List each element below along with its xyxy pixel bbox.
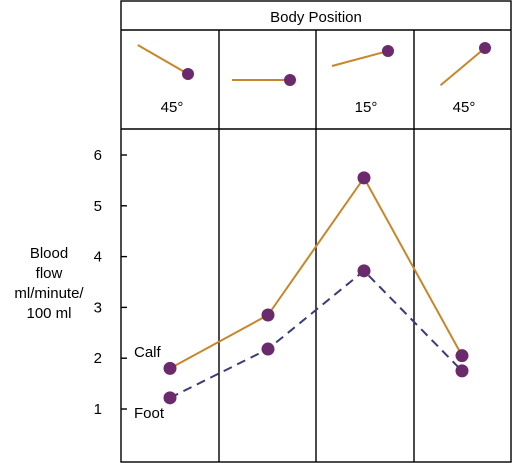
position-angle-label: 45° [161,99,184,116]
y-tick-label: 6 [94,147,102,164]
y-axis-label-line: flow [36,265,63,282]
position-angle-label: 15° [355,99,378,116]
position-angle-label: 45° [453,99,476,116]
data-point-calf [455,349,469,363]
data-point-calf [261,308,275,322]
y-axis-label: Blood flow ml/minute/100 ml [14,245,84,322]
series-foot [163,264,469,405]
body-position-icons: 45° 15° 45° [137,42,491,116]
series-label-foot: Foot [134,405,165,422]
data-point-foot [163,391,177,405]
position-icon-3: 15° [331,45,394,116]
position-icon-4: 45° [439,42,491,116]
position-icon-2 [232,74,296,86]
position-limb-line [137,44,189,75]
series-line-calf [169,175,463,370]
series-calf [163,171,469,375]
y-tick-label: 4 [94,249,102,266]
position-dot [382,45,394,57]
position-dot [479,42,491,54]
data-point-foot [261,342,275,356]
y-tick-label: 3 [94,299,102,316]
data-point-foot [455,364,469,378]
header-title: Body Position [270,9,362,26]
series-line-foot [169,269,463,399]
position-limb-line [439,47,486,87]
series-layer [163,171,469,405]
position-icon-1: 45° [137,44,194,116]
y-axis-label-line: 100 ml [26,305,71,322]
y-axis: 1 2 3 4 5 6 [94,147,127,418]
data-point-calf [163,361,177,375]
data-point-foot [357,264,371,278]
series-label-calf: Calf [134,344,162,361]
y-tick-label: 1 [94,401,102,418]
y-tick-label: 2 [94,350,102,367]
y-tick-label: 5 [94,198,102,215]
position-limb-line [331,50,389,67]
y-axis-label-line: Blood [30,245,68,262]
y-axis-label-line: ml/minute/ [14,285,84,302]
position-dot [284,74,296,86]
data-point-calf [357,171,371,185]
chart-frame [120,0,512,463]
position-dot [182,68,194,80]
